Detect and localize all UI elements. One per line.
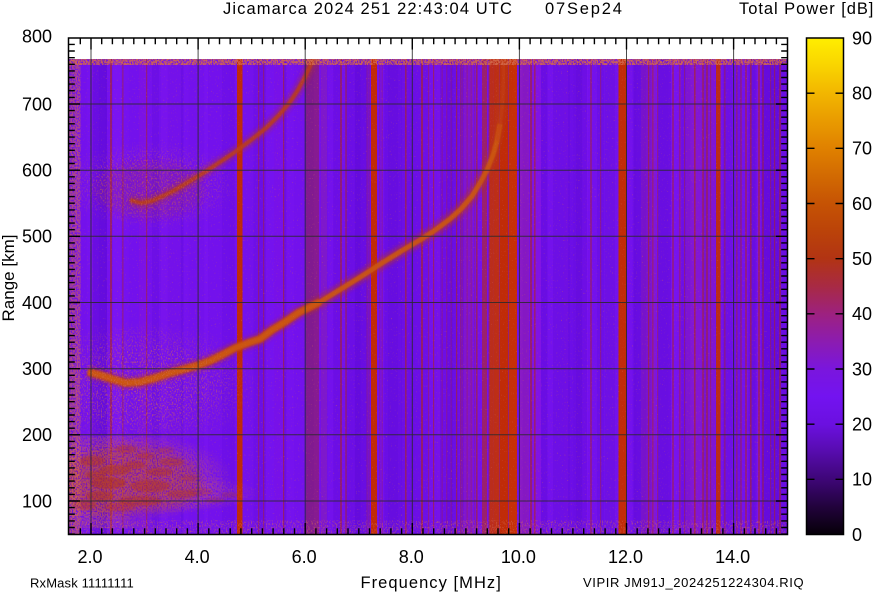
svg-text:12.0: 12.0 <box>608 547 643 567</box>
svg-text:07Sep24: 07Sep24 <box>545 0 624 18</box>
svg-text:60: 60 <box>852 194 872 214</box>
svg-text:Frequency [MHz]: Frequency [MHz] <box>361 574 502 592</box>
svg-text:RxMask 11111111: RxMask 11111111 <box>30 576 134 591</box>
svg-text:30: 30 <box>852 359 872 379</box>
svg-text:4.0: 4.0 <box>185 547 210 567</box>
svg-text:70: 70 <box>852 139 872 159</box>
svg-text:90: 90 <box>852 28 872 48</box>
svg-text:400: 400 <box>22 293 52 313</box>
svg-text:6.0: 6.0 <box>292 547 317 567</box>
svg-text:300: 300 <box>22 359 52 379</box>
svg-text:Jicamarca 2024 251 22:43:04 UT: Jicamarca 2024 251 22:43:04 UTC <box>223 0 513 18</box>
svg-text:Total Power [dB]: Total Power [dB] <box>739 0 874 18</box>
svg-text:50: 50 <box>852 249 872 269</box>
svg-text:2.0: 2.0 <box>77 547 102 567</box>
svg-text:500: 500 <box>22 227 52 247</box>
svg-text:0: 0 <box>852 525 862 545</box>
svg-text:800: 800 <box>22 27 52 47</box>
svg-text:40: 40 <box>852 304 872 324</box>
svg-text:Range [km]: Range [km] <box>0 235 18 322</box>
svg-text:700: 700 <box>22 94 52 114</box>
svg-text:20: 20 <box>852 415 872 435</box>
svg-text:200: 200 <box>22 425 52 445</box>
svg-text:80: 80 <box>852 84 872 104</box>
svg-text:VIPIR JM91J_2024251224304.RIQ: VIPIR JM91J_2024251224304.RIQ <box>583 575 804 590</box>
svg-text:8.0: 8.0 <box>399 547 424 567</box>
svg-text:14.0: 14.0 <box>715 547 750 567</box>
svg-text:100: 100 <box>22 491 52 511</box>
svg-text:10: 10 <box>852 470 872 490</box>
svg-text:10.0: 10.0 <box>501 547 536 567</box>
svg-text:600: 600 <box>22 161 52 181</box>
